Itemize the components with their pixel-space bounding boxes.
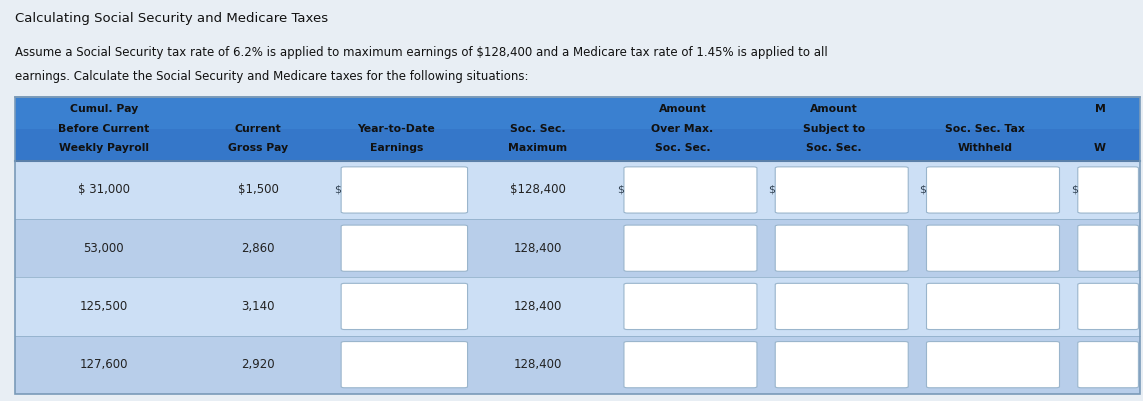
FancyBboxPatch shape bbox=[927, 342, 1060, 388]
Text: 2,920: 2,920 bbox=[241, 358, 275, 371]
Text: Amount: Amount bbox=[810, 103, 857, 113]
Bar bbox=[15, 97, 1140, 394]
FancyBboxPatch shape bbox=[775, 284, 909, 330]
Text: Assume a Social Security tax rate of 6.2% is applied to maximum earnings of $128: Assume a Social Security tax rate of 6.2… bbox=[15, 46, 828, 59]
Text: 3,140: 3,140 bbox=[241, 300, 275, 313]
Text: 125,500: 125,500 bbox=[80, 300, 128, 313]
FancyBboxPatch shape bbox=[927, 167, 1060, 213]
Bar bbox=[15, 277, 1140, 336]
Text: $128,400: $128,400 bbox=[510, 184, 566, 196]
Text: 128,400: 128,400 bbox=[513, 358, 562, 371]
FancyBboxPatch shape bbox=[341, 225, 467, 271]
Bar bbox=[15, 219, 1140, 277]
Text: $: $ bbox=[919, 185, 927, 195]
FancyBboxPatch shape bbox=[775, 342, 909, 388]
Text: 128,400: 128,400 bbox=[513, 300, 562, 313]
Text: Soc. Sec.: Soc. Sec. bbox=[510, 124, 566, 134]
Text: Withheld: Withheld bbox=[958, 143, 1013, 153]
Text: Amount: Amount bbox=[658, 103, 706, 113]
FancyBboxPatch shape bbox=[775, 167, 909, 213]
FancyBboxPatch shape bbox=[1078, 167, 1138, 213]
FancyBboxPatch shape bbox=[927, 284, 1060, 330]
Text: $1,500: $1,500 bbox=[238, 184, 279, 196]
FancyBboxPatch shape bbox=[624, 342, 757, 388]
Text: $: $ bbox=[334, 185, 341, 195]
Text: Calculating Social Security and Medicare Taxes: Calculating Social Security and Medicare… bbox=[15, 12, 328, 25]
Text: Soc. Sec. Tax: Soc. Sec. Tax bbox=[945, 124, 1025, 134]
FancyBboxPatch shape bbox=[341, 167, 467, 213]
Bar bbox=[15, 161, 1140, 219]
Text: Weekly Payroll: Weekly Payroll bbox=[58, 143, 149, 153]
FancyBboxPatch shape bbox=[341, 342, 467, 388]
Text: $: $ bbox=[617, 185, 624, 195]
FancyBboxPatch shape bbox=[1078, 225, 1138, 271]
Text: Soc. Sec.: Soc. Sec. bbox=[655, 143, 710, 153]
Text: Before Current: Before Current bbox=[58, 124, 150, 134]
Text: Cumul. Pay: Cumul. Pay bbox=[70, 103, 138, 113]
FancyBboxPatch shape bbox=[624, 225, 757, 271]
Text: Over Max.: Over Max. bbox=[652, 124, 713, 134]
FancyBboxPatch shape bbox=[624, 167, 757, 213]
FancyBboxPatch shape bbox=[927, 225, 1060, 271]
FancyBboxPatch shape bbox=[1078, 342, 1138, 388]
FancyBboxPatch shape bbox=[624, 284, 757, 330]
Text: $: $ bbox=[1071, 185, 1078, 195]
FancyBboxPatch shape bbox=[775, 225, 909, 271]
FancyBboxPatch shape bbox=[341, 284, 467, 330]
Text: Current: Current bbox=[234, 124, 281, 134]
Text: $ 31,000: $ 31,000 bbox=[78, 184, 129, 196]
Text: Subject to: Subject to bbox=[802, 124, 865, 134]
Text: Earnings: Earnings bbox=[369, 143, 423, 153]
Text: Year-to-Date: Year-to-Date bbox=[358, 124, 435, 134]
Text: M: M bbox=[1095, 103, 1105, 113]
FancyBboxPatch shape bbox=[1078, 284, 1138, 330]
Text: $: $ bbox=[768, 185, 775, 195]
Text: 127,600: 127,600 bbox=[79, 358, 128, 371]
Text: Gross Pay: Gross Pay bbox=[229, 143, 288, 153]
Text: earnings. Calculate the Social Security and Medicare taxes for the following sit: earnings. Calculate the Social Security … bbox=[15, 70, 528, 83]
Text: Maximum: Maximum bbox=[509, 143, 567, 153]
Text: 53,000: 53,000 bbox=[83, 242, 123, 255]
Text: 128,400: 128,400 bbox=[513, 242, 562, 255]
Bar bbox=[15, 97, 1140, 161]
Bar bbox=[15, 336, 1140, 394]
Text: W: W bbox=[1094, 143, 1106, 153]
Text: Soc. Sec.: Soc. Sec. bbox=[806, 143, 862, 153]
Bar bbox=[15, 129, 1140, 161]
Text: 2,860: 2,860 bbox=[241, 242, 275, 255]
